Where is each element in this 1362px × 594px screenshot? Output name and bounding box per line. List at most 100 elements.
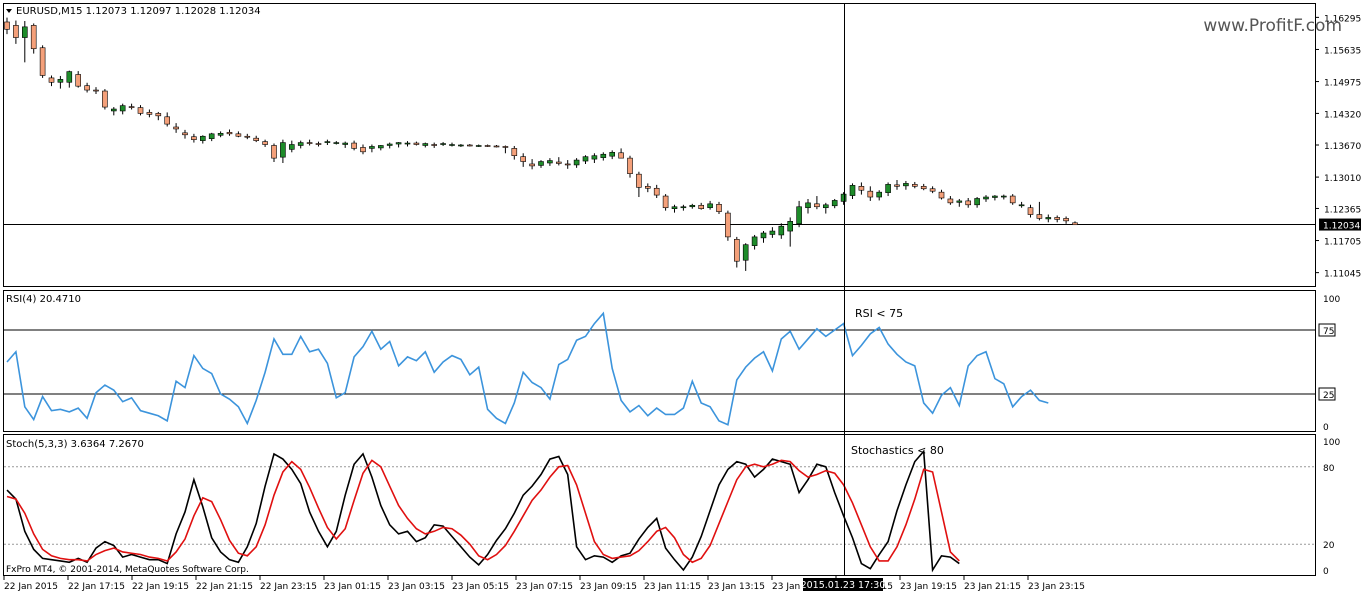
- candle-body: [920, 186, 927, 190]
- price-tick-label: 1.13010: [1324, 174, 1361, 184]
- candle-body: [235, 133, 242, 137]
- candle-body: [413, 142, 420, 145]
- series-line-main: [6, 449, 960, 573]
- price-tick-label: 1.11705: [1324, 238, 1361, 248]
- level-badge: [1318, 387, 1336, 401]
- candle-body: [48, 77, 55, 83]
- candle-body: [84, 85, 90, 91]
- stoch-panel[interactable]: [3, 434, 1316, 576]
- crosshair-time-label: 2015.01.23 17:30: [801, 580, 886, 591]
- candle-body: [796, 206, 802, 225]
- candle-body: [386, 143, 393, 146]
- candle-body: [582, 156, 589, 162]
- rsi-plot: 100 75 25 0: [4, 295, 1340, 433]
- candle-body: [840, 193, 847, 202]
- osc-tick-label: 0: [1323, 567, 1329, 577]
- price-tick-label: 1.13670: [1324, 142, 1361, 152]
- candle-body: [39, 47, 46, 76]
- candle-body: [1063, 218, 1069, 222]
- candle-body: [822, 204, 829, 209]
- candle-body: [66, 71, 73, 83]
- time-tick-label: 22 Jan 23:15: [260, 582, 317, 592]
- level-badge: [1318, 323, 1336, 337]
- candle-body: [182, 132, 188, 136]
- candle-body: [591, 155, 598, 160]
- candle-body: [1018, 204, 1025, 207]
- candle-body: [876, 191, 883, 198]
- candle-body: [288, 144, 295, 150]
- osc-tick-label: 80: [1323, 464, 1335, 474]
- time-tick-label: 23 Jan 19:15: [900, 582, 957, 592]
- candle-body: [377, 145, 384, 149]
- candle-body: [947, 198, 954, 204]
- candle-body: [119, 105, 126, 112]
- osc-tick-label: 100: [1323, 438, 1340, 448]
- candle-body: [698, 204, 705, 209]
- candle-body: [146, 112, 153, 115]
- candle-body: [573, 159, 580, 166]
- candle-body: [653, 187, 660, 196]
- rsi-annotation: RSI < 75: [855, 307, 903, 320]
- candle-body: [983, 196, 989, 200]
- candle-body: [965, 200, 972, 206]
- time-tick-label: 23 Jan 07:15: [516, 582, 573, 592]
- candle-body: [769, 230, 776, 235]
- candle-body: [555, 161, 562, 164]
- candle-body: [831, 200, 838, 207]
- candle-body: [849, 185, 856, 196]
- candle-body: [867, 190, 874, 198]
- candle-body: [716, 204, 722, 212]
- candle-body: [787, 221, 794, 232]
- stoch-plot: 100 80 20 0: [4, 438, 1340, 577]
- time-tick-label: 23 Jan 11:15: [644, 582, 701, 592]
- watermark: www.ProfitF.com: [1203, 16, 1342, 36]
- rsi-panel[interactable]: [3, 290, 1316, 432]
- candle-body: [155, 113, 162, 117]
- price-candles: [4, 17, 1315, 271]
- candle-body: [200, 135, 206, 141]
- main-header: EURUSD,M15 1.12073 1.12097 1.12028 1.120…: [16, 6, 261, 17]
- candle-body: [636, 173, 642, 188]
- price-tick-label: 1.15635: [1324, 46, 1361, 56]
- candle-body: [351, 142, 357, 149]
- candle-body: [217, 133, 224, 136]
- time-tick-label: 22 Jan 17:15: [68, 582, 125, 592]
- price-tick-label: 1.16295: [1324, 14, 1361, 24]
- candle-body: [1045, 217, 1052, 220]
- series-line-signal: [6, 459, 960, 564]
- candle-body: [600, 153, 607, 158]
- candle-body: [671, 206, 678, 209]
- candle-body: [805, 202, 811, 209]
- candle-body: [956, 200, 963, 203]
- candle-body: [938, 191, 945, 199]
- candle-body: [894, 184, 900, 187]
- candle-body: [484, 145, 491, 147]
- time-tick-label: 22 Jan 2015: [4, 582, 58, 592]
- candle-body: [30, 25, 37, 50]
- candle-body: [271, 145, 277, 159]
- candle-body: [449, 144, 455, 146]
- osc-tick-label: 20: [1323, 541, 1335, 551]
- candle-body: [742, 244, 749, 261]
- candle-body: [475, 145, 482, 147]
- candle-body: [520, 156, 527, 162]
- candle-body: [306, 142, 313, 144]
- time-tick-label: 23 Jan 15:15: [772, 582, 829, 592]
- candle-body: [208, 133, 215, 139]
- main-panel[interactable]: [3, 3, 1316, 287]
- stoch-annotation: Stochastics < 80: [851, 444, 944, 457]
- candle-body: [1054, 217, 1060, 220]
- candle-body: [173, 126, 179, 130]
- symbol-dropdown-icon[interactable]: [6, 9, 12, 13]
- candle-body: [538, 161, 544, 166]
- candle-body: [680, 206, 687, 209]
- price-tick-label: 1.12365: [1324, 205, 1361, 215]
- candle-body: [297, 142, 304, 146]
- candle-body: [662, 195, 669, 209]
- candle-body: [493, 145, 500, 148]
- candle-body: [644, 186, 651, 189]
- osc-tick-label: 75: [1323, 327, 1334, 337]
- time-tick-label: 23 Jan 09:15: [580, 582, 637, 592]
- time-tick-label: 22 Jan 19:15: [132, 582, 189, 592]
- candle-body: [13, 25, 19, 38]
